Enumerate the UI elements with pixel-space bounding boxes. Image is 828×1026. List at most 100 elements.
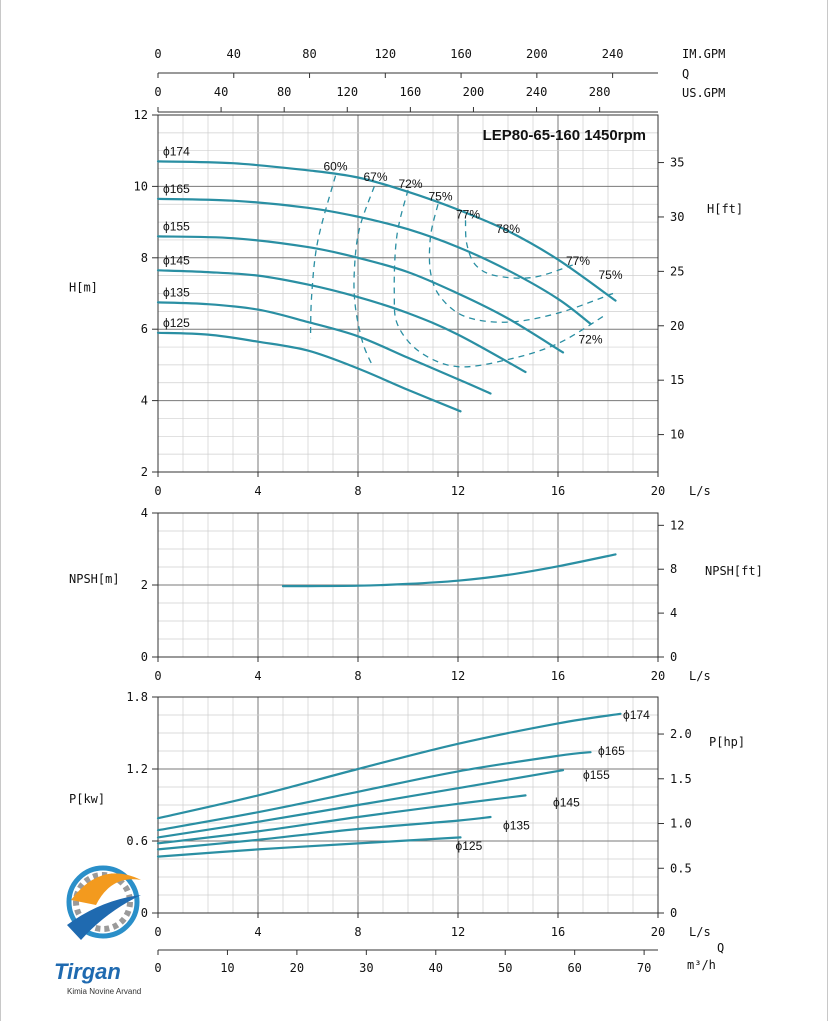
head-efficiency-label-4: 77% <box>456 208 480 222</box>
head-curve-5 <box>156 331 462 413</box>
npsh-ft-tick-label-2: 8 <box>670 562 677 576</box>
power-series-label-4: ϕ135 <box>503 818 530 832</box>
power-series-label-1: ϕ165 <box>598 744 625 758</box>
top-axis-0-tick-label-3: 120 <box>374 47 396 61</box>
head-xtick-label-5: 20 <box>651 484 665 498</box>
top-axis-2-tick-label-1: 40 <box>214 85 228 99</box>
top-axis-0-tick-label-5: 200 <box>526 47 548 61</box>
power-m3h-tick-label-5: 50 <box>498 961 512 975</box>
head-xtick-label-2: 8 <box>354 484 361 498</box>
grid-layer <box>157 114 659 914</box>
top-axis-0-tick-label-2: 80 <box>302 47 316 61</box>
power-m3h-tick-label-6: 60 <box>567 961 581 975</box>
npsh-ytick-label-2: 4 <box>141 506 148 520</box>
power-m3h-tick-label-2: 20 <box>290 961 304 975</box>
npsh-xtick-label-2: 8 <box>354 669 361 683</box>
power-xtick-label-5: 20 <box>651 925 665 939</box>
top-axis-label-1: Q <box>682 67 689 81</box>
head-ytick-label-0: 2 <box>141 465 148 479</box>
power-hp-tick-label-0: 0 <box>670 906 677 920</box>
head-ylabel-right: H[ft] <box>707 202 743 216</box>
power-xtick-label-0: 0 <box>154 925 161 939</box>
logo-brand-text: Tirgan <box>54 959 121 984</box>
head-ft-tick-label-3: 25 <box>670 264 684 278</box>
power-hp-tick-label-1: 0.5 <box>670 861 692 875</box>
head-efficiency-label-6: 77% <box>566 254 590 268</box>
head-efficiency-label-3: 75% <box>428 190 452 204</box>
head-ft-tick-label-4: 30 <box>670 210 684 224</box>
head-efficiency-curve-2 <box>393 189 606 368</box>
head-ft-tick-label-2: 20 <box>670 319 684 333</box>
power-ytick-label-2: 1.2 <box>126 762 148 776</box>
power-series-label-2: ϕ155 <box>583 768 610 782</box>
power-m3h-tick-label-1: 10 <box>220 961 234 975</box>
power-m3h-tick-label-3: 30 <box>359 961 373 975</box>
head-curve-3 <box>156 269 527 374</box>
npsh-xlabel: L/s <box>689 669 711 683</box>
npsh-xtick-label-3: 12 <box>451 669 465 683</box>
head-efficiency-curve-4 <box>464 220 574 279</box>
npsh-ytick-label-0: 0 <box>141 650 148 664</box>
head-series-label-3: ϕ145 <box>163 253 190 267</box>
power-curve-0 <box>156 712 622 820</box>
power-m3h-tick-label-0: 0 <box>154 961 161 975</box>
head-series-label-2: ϕ155 <box>163 219 190 233</box>
npsh-curve-0 <box>281 553 617 588</box>
head-efficiency-label-1: 67% <box>363 170 387 184</box>
head-ft-tick-label-0: 10 <box>670 428 684 442</box>
top-axis-2-tick-label-2: 80 <box>277 85 291 99</box>
power-series-label-3: ϕ145 <box>553 796 580 810</box>
power-xtick-label-4: 16 <box>551 925 565 939</box>
power-ytick-label-1: 0.6 <box>126 834 148 848</box>
power-ylabel-right: P[hp] <box>709 735 745 749</box>
logo-ring <box>66 865 140 939</box>
head-ylabel: H[m] <box>69 281 98 295</box>
top-axis-label-0: IM.GPM <box>682 47 725 61</box>
head-ytick-label-2: 6 <box>141 322 148 336</box>
head-curve-2 <box>156 235 565 354</box>
head-efficiency-label-7: 75% <box>598 268 622 282</box>
top-axis-0-tick-label-0: 0 <box>154 47 161 61</box>
head-series-label-1: ϕ165 <box>163 182 190 196</box>
power-xlabel: L/s <box>689 925 711 939</box>
top-axis-2-tick-label-5: 200 <box>463 85 485 99</box>
power-curve-3 <box>156 794 527 845</box>
head-ft-tick-label-1: 15 <box>670 373 684 387</box>
top-axis-2-tick-label-4: 160 <box>400 85 422 99</box>
npsh-ft-tick-label-0: 0 <box>670 650 677 664</box>
head-xtick-label-0: 0 <box>154 484 161 498</box>
power-hp-tick-label-2: 1.0 <box>670 817 692 831</box>
head-ytick-label-4: 10 <box>134 179 148 193</box>
top-axis-0-tick-label-4: 160 <box>450 47 472 61</box>
power-curve-5 <box>156 836 462 858</box>
head-xtick-label-1: 4 <box>254 484 261 498</box>
head-curve-4 <box>156 301 492 395</box>
power-ylabel: P[kw] <box>69 792 105 806</box>
power-curve-1 <box>156 751 592 832</box>
power-frame <box>157 696 659 914</box>
power-q-label: Q <box>717 941 724 955</box>
npsh-ft-tick-label-3: 12 <box>670 518 684 532</box>
logo-gear <box>73 872 133 932</box>
power-xtick-label-3: 12 <box>451 925 465 939</box>
top-axis-2-tick-label-0: 0 <box>154 85 161 99</box>
head-curve-1 <box>156 197 592 325</box>
logo-tagline-text: Kimia Novine Arvand <box>67 987 141 996</box>
head-efficiency-curve-3 <box>428 204 614 323</box>
power-m3h-label: m³/h <box>687 958 716 972</box>
head-title: LEP80-65-160 1450rpm <box>483 127 646 144</box>
head-ft-tick-label-5: 35 <box>670 156 684 170</box>
power-series-label-0: ϕ174 <box>623 708 650 722</box>
head-frame <box>157 114 659 473</box>
tirgan-logo: Tirgan Kimia Novine Arvand <box>54 865 141 996</box>
head-series-label-5: ϕ125 <box>163 316 190 330</box>
npsh-xtick-label-0: 0 <box>154 669 161 683</box>
head-ytick-label-5: 12 <box>134 108 148 122</box>
head-efficiency-label-2: 72% <box>398 177 422 191</box>
axes-layer <box>152 72 664 955</box>
top-axis-label-2: US.GPM <box>682 86 725 100</box>
power-hp-tick-label-3: 1.5 <box>670 772 692 786</box>
head-ytick-label-1: 4 <box>141 394 148 408</box>
head-series-label-4: ϕ135 <box>163 285 190 299</box>
